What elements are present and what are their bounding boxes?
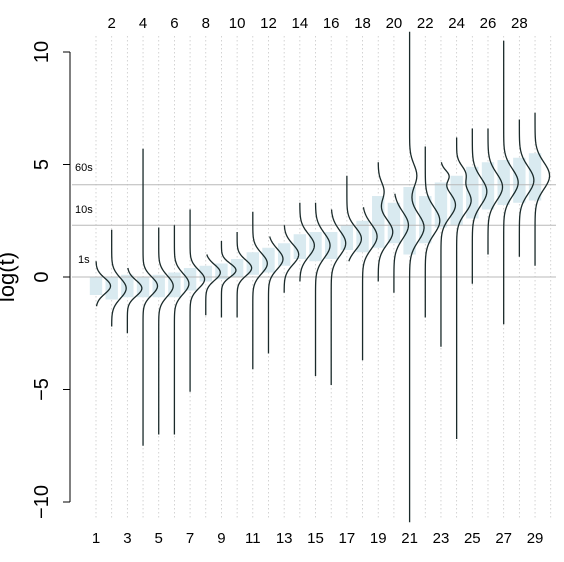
- x-tick-label-top: 20: [386, 15, 403, 32]
- iqr-box-group-12: [262, 247, 275, 273]
- violin-curve-group-21: [408, 31, 425, 523]
- x-tick-label-bottom: 11: [245, 530, 261, 547]
- x-tick-label-top: 18: [354, 15, 371, 32]
- x-axis-bottom-labels: 1 3 5 7 9 11 13 15 17 19 21 23 25 27 29: [92, 530, 544, 547]
- violin-curve-group-13: [283, 225, 300, 293]
- iqr-box-group-5: [152, 274, 165, 298]
- x-tick-label-bottom: 15: [307, 530, 324, 547]
- iqr-box-group-28: [513, 157, 526, 203]
- x-tick-label-bottom: 27: [495, 530, 512, 547]
- x-tick-label-top: 22: [417, 15, 434, 32]
- violin-curve-group-28: [518, 119, 535, 257]
- x-tick-label-bottom: 23: [433, 530, 450, 547]
- iqr-box-group-27: [497, 160, 510, 205]
- violin-curve-group-19: [377, 162, 394, 282]
- iqr-box-group-15: [309, 232, 322, 262]
- interquartile-boxes: [89, 153, 542, 300]
- reference-label-1s: 1s: [78, 254, 90, 266]
- iqr-box-group-19: [372, 196, 385, 248]
- y-axis: −10 −5 0 5 10: [31, 41, 71, 519]
- iqr-box-group-23: [434, 182, 448, 228]
- violin-curve-group-17: [346, 175, 363, 262]
- violin-curve-group-26: [487, 128, 504, 255]
- iqr-box-group-1: [89, 277, 103, 295]
- iqr-box-group-8: [199, 265, 212, 282]
- x-tick-label-bottom: 7: [186, 530, 194, 547]
- x-tick-label-bottom: 1: [92, 530, 100, 547]
- x-tick-label-top: 10: [229, 15, 246, 32]
- violin-curve-group-15: [314, 202, 331, 376]
- violin-curve-group-16: [330, 209, 347, 385]
- violin-curve-group-10: [236, 231, 253, 318]
- violin-curve-group-5: [158, 227, 174, 435]
- y-tick-label: 10: [31, 41, 53, 63]
- iqr-box-group-20: [387, 202, 401, 244]
- reference-label-60s: 60s: [75, 162, 93, 174]
- violin-curve-group-11: [252, 211, 268, 370]
- x-tick-label-top: 14: [291, 15, 308, 32]
- violin-curve-group-3: [126, 267, 143, 334]
- iqr-box-group-21: [403, 187, 416, 255]
- violin-curve-group-7: [189, 209, 206, 392]
- iqr-box-group-14: [293, 234, 307, 259]
- iqr-box-group-17: [340, 225, 354, 250]
- violin-curve-group-4: [142, 148, 159, 446]
- y-tick-label: −5: [31, 378, 53, 401]
- x-tick-label-bottom: 25: [464, 530, 481, 547]
- reference-label-10s: 10s: [75, 204, 93, 216]
- iqr-box-group-29: [528, 153, 542, 201]
- iqr-box-group-10: [230, 259, 244, 277]
- x-tick-label-bottom: 29: [527, 530, 544, 547]
- violin-curve-group-24: [455, 137, 472, 439]
- iqr-box-group-13: [277, 243, 291, 266]
- violin-curve-group-14: [299, 202, 315, 282]
- y-tick-label: 0: [31, 271, 53, 282]
- iqr-box-group-26: [481, 162, 495, 210]
- iqr-box-group-22: [419, 196, 432, 244]
- violin-curve-group-18: [361, 207, 378, 361]
- iqr-box-group-11: [246, 252, 259, 275]
- x-tick-label-bottom: 3: [123, 530, 131, 547]
- x-tick-label-bottom: 17: [339, 530, 356, 547]
- x-tick-label-bottom: 13: [276, 530, 293, 547]
- violin-curve-group-6: [173, 225, 190, 435]
- x-tick-label-top: 24: [448, 15, 465, 32]
- iqr-box-group-7: [183, 268, 197, 291]
- y-tick-label: −10: [31, 485, 53, 519]
- violin-curve-group-2: [111, 229, 127, 327]
- violin-curve-group-12: [267, 236, 284, 354]
- violin-curve-group-25: [471, 128, 488, 284]
- violin-curve-group-1: [95, 260, 112, 307]
- iqr-box-group-24: [450, 175, 463, 226]
- violin-curves: [95, 31, 551, 523]
- iqr-box-group-3: [121, 274, 134, 298]
- x-axis-top-labels: 2 4 6 8 10 12 14 16 18 20 22 24 26 28: [108, 15, 528, 32]
- violin-curve-group-20: [393, 193, 410, 293]
- x-tick-label-bottom: 19: [370, 530, 387, 547]
- y-axis-title: log(t): [0, 252, 19, 302]
- x-tick-label-top: 6: [170, 15, 178, 32]
- violin-curve-group-23: [440, 162, 457, 347]
- violin-curve-group-22: [424, 146, 441, 318]
- violin-curve-group-9: [220, 240, 237, 318]
- x-tick-label-top: 26: [480, 15, 497, 32]
- x-tick-label-top: 2: [108, 15, 116, 32]
- y-tick-label: 5: [31, 159, 53, 170]
- iqr-box-group-25: [466, 166, 479, 219]
- x-tick-label-bottom: 9: [217, 530, 225, 547]
- x-tick-label-top: 16: [323, 15, 340, 32]
- x-tick-label-top: 28: [511, 15, 528, 32]
- x-tick-label-top: 8: [202, 15, 210, 32]
- x-tick-label-top: 4: [139, 15, 147, 32]
- violin-curve-group-27: [503, 40, 519, 325]
- x-tick-label-bottom: 21: [401, 530, 418, 547]
- violin-curve-group-29: [534, 112, 551, 266]
- x-tick-label-top: 12: [260, 15, 277, 32]
- violin-curve-group-8: [205, 254, 221, 316]
- x-tick-label-bottom: 5: [155, 530, 163, 547]
